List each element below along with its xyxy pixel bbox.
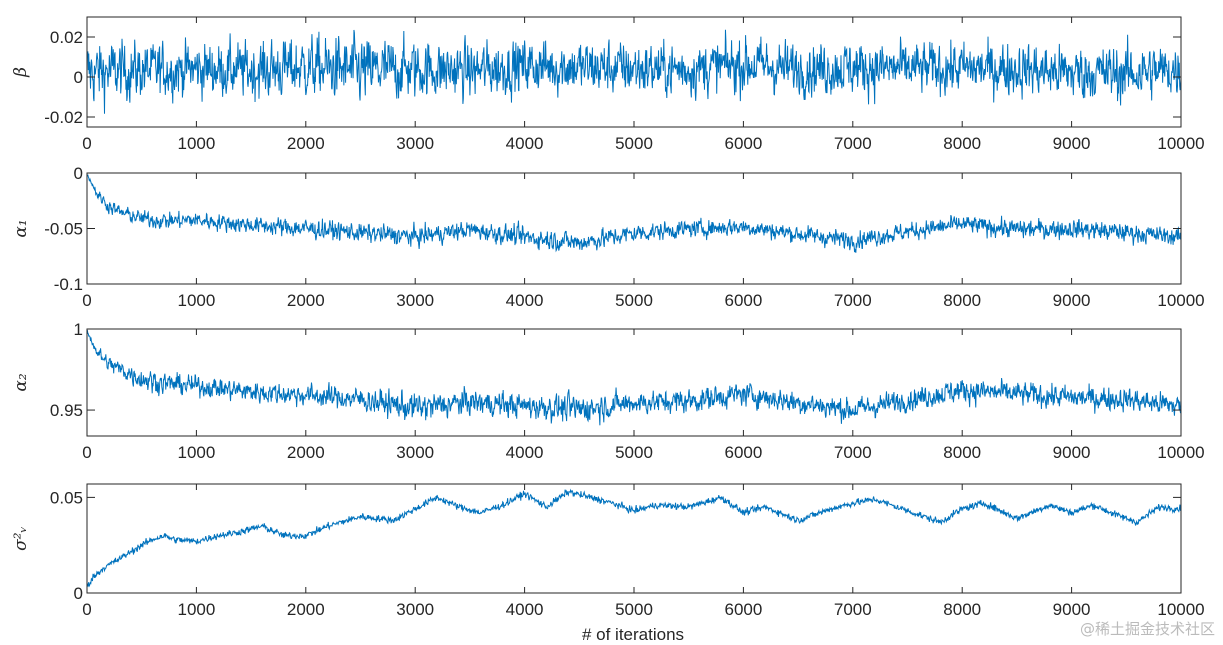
- x-tick-label: 5000: [615, 600, 653, 619]
- y-axis-label: α₂: [11, 373, 31, 391]
- trace-line-4: [87, 488, 1181, 588]
- x-tick-label: 0: [82, 291, 91, 310]
- y-tick-label: -0.05: [44, 220, 83, 239]
- y-axis-label: σ²ᵥ: [11, 526, 31, 551]
- x-tick-label: 2000: [287, 443, 325, 462]
- subplot-2: 0 1000 2000 3000 4000 5000 6000 7000 8000 9000 100…: [11, 164, 1205, 310]
- x-tick-label: 8000: [943, 443, 981, 462]
- subplot-1: 0 1000 2000 3000 4000 5000 6000 7000 8000 9000 100…: [11, 16, 1205, 153]
- x-tick-label: 10000: [1157, 291, 1204, 310]
- x-tick-label: 3000: [396, 291, 434, 310]
- y-axis-label: α₁: [11, 219, 31, 237]
- x-tick-label: 7000: [834, 600, 872, 619]
- y-tick-label: 0.02: [50, 28, 83, 47]
- x-tick-label: 6000: [724, 291, 762, 310]
- trace-line-2: [87, 174, 1181, 253]
- x-tick-label: 2000: [287, 134, 325, 153]
- trace-line-3: [87, 329, 1181, 426]
- y-tick-label: 0: [74, 164, 83, 183]
- x-tick-label: 3000: [396, 600, 434, 619]
- x-tick-label: 7000: [834, 291, 872, 310]
- y-tick-label: 0: [74, 584, 83, 603]
- x-tick-label: 4000: [506, 134, 544, 153]
- x-tick-label: 5000: [615, 134, 653, 153]
- x-axis-label: # of iterations: [582, 625, 684, 644]
- x-tick-label: 4000: [506, 291, 544, 310]
- y-tick-label: -0.1: [54, 275, 83, 294]
- x-tick-label: 10000: [1157, 134, 1204, 153]
- x-tick-label: 0: [82, 443, 91, 462]
- axes-box-3: [86, 328, 1182, 437]
- y-tick-label: 0: [74, 68, 83, 87]
- watermark: @稀土掘金技术社区: [1079, 620, 1215, 638]
- x-tick-label: 10000: [1157, 443, 1204, 462]
- x-tick-label: 8000: [943, 291, 981, 310]
- x-tick-label: 0: [82, 134, 91, 153]
- x-tick-label: 2000: [287, 291, 325, 310]
- x-tick-label: 7000: [834, 443, 872, 462]
- subplot-4: 0 1000 2000 3000 4000 5000 6000 7000 8000 9000 100…: [11, 483, 1205, 619]
- x-tick-label: 9000: [1053, 134, 1091, 153]
- trace-line-1: [87, 29, 1181, 114]
- x-tick-label: 4000: [506, 443, 544, 462]
- x-tick-label: 10000: [1157, 600, 1204, 619]
- x-tick-label: 2000: [287, 600, 325, 619]
- x-tick-label: 8000: [943, 134, 981, 153]
- x-tick-label: 9000: [1053, 443, 1091, 462]
- x-tick-label: 5000: [615, 291, 653, 310]
- x-tick-label: 1000: [177, 600, 215, 619]
- x-tick-label: 7000: [834, 134, 872, 153]
- x-tick-label: 6000: [724, 443, 762, 462]
- y-tick-label: -0.02: [44, 108, 83, 127]
- y-tick-label: 0.05: [50, 488, 83, 507]
- x-tick-label: 1000: [177, 134, 215, 153]
- x-tick-label: 0: [82, 600, 91, 619]
- x-tick-label: 5000: [615, 443, 653, 462]
- x-tick-label: 9000: [1053, 600, 1091, 619]
- y-tick-label: 0.95: [50, 401, 83, 420]
- x-tick-label: 6000: [724, 134, 762, 153]
- y-tick-label: 1: [74, 320, 83, 339]
- x-tick-label: 1000: [177, 291, 215, 310]
- y-axis-label: β: [11, 67, 31, 78]
- subplot-3: 0 1000 2000 3000 4000 5000 6000 7000 8000 9000 100…: [11, 320, 1205, 462]
- axes-box-4: [86, 483, 1182, 594]
- x-tick-label: 9000: [1053, 291, 1091, 310]
- x-tick-label: 6000: [724, 600, 762, 619]
- x-tick-label: 1000: [177, 443, 215, 462]
- x-tick-label: 3000: [396, 443, 434, 462]
- x-tick-label: 3000: [396, 134, 434, 153]
- x-tick-label: 4000: [506, 600, 544, 619]
- x-tick-label: 8000: [943, 600, 981, 619]
